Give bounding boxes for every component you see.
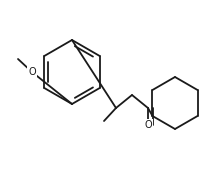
Text: O: O	[144, 120, 152, 130]
Text: O: O	[28, 67, 36, 77]
